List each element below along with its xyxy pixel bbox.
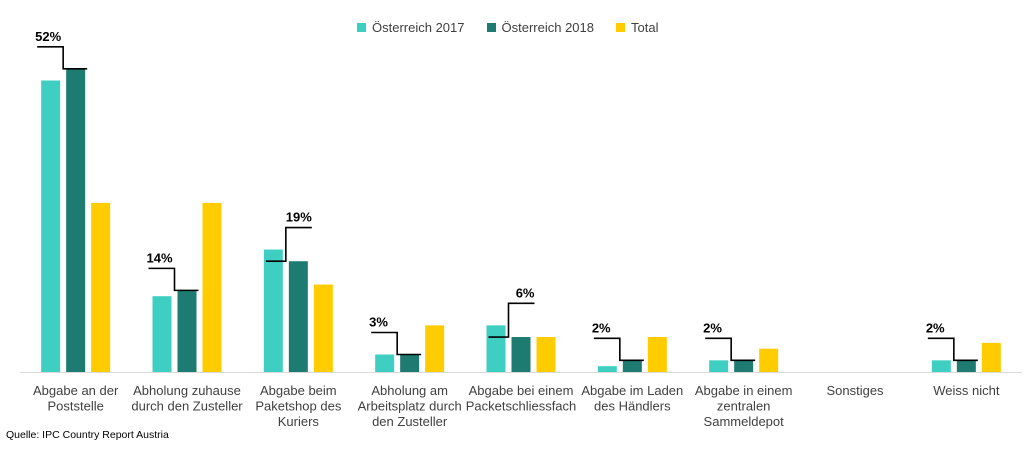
category-label-5: Abgabe im Laden des Händlers (581, 383, 683, 414)
bar-1-3 (400, 354, 420, 372)
annotation-label-1: 14% (147, 250, 173, 265)
legend-label-2018: Österreich 2018 (501, 20, 595, 35)
category-label-7: Sonstiges (826, 383, 884, 398)
annotation-connector-1 (148, 267, 199, 292)
bar-2-6 (759, 348, 779, 372)
category-label-2: Abgabe beim Paketshop des Kuriers (255, 383, 342, 429)
legend: Österreich 2017 Österreich 2018 Total (357, 20, 658, 35)
category-label-3: Abholung am Arbeitsplatz durch den Zustell… (358, 383, 462, 429)
bar-2-0 (91, 202, 111, 372)
category-label-8: Weiss nicht (933, 383, 1000, 398)
annotation-connector-7 (927, 337, 978, 362)
annotation-label-3: 3% (369, 315, 388, 330)
bar-2-2 (313, 284, 333, 372)
bar-2-4 (536, 337, 556, 372)
annotation-label-6: 2% (703, 320, 722, 335)
legend-label-total: Total (631, 20, 659, 35)
bar-2-3 (425, 325, 445, 372)
bar-1-2 (288, 261, 308, 372)
bar-0-3 (375, 354, 395, 372)
annotation-label-0: 52% (35, 29, 61, 44)
bar-2-8 (981, 342, 1001, 372)
annotation-label-4: 6% (516, 285, 535, 300)
bar-2-1 (202, 202, 222, 372)
bar-0-2 (263, 249, 283, 372)
legend-item-2018: Österreich 2018 (486, 20, 595, 35)
source-note: Quelle: IPC Country Report Austria (6, 429, 169, 441)
bar-1-8 (956, 360, 976, 372)
annotation-connector-0 (37, 46, 88, 70)
category-label-4: Abgabe bei einem Packetschliessfach (466, 383, 577, 414)
bar-0-1 (152, 296, 172, 372)
bar-0-0 (41, 80, 61, 372)
bar-1-6 (734, 360, 754, 372)
bar-0-8 (931, 360, 951, 372)
bar-1-4 (511, 337, 531, 372)
annotation-label-2: 19% (286, 210, 312, 225)
annotation-connector-4 (488, 302, 535, 338)
category-label-0: Abgabe an der Poststelle (33, 383, 119, 414)
bar-1-5 (622, 360, 642, 372)
annotation-connector-3 (371, 331, 422, 356)
bar-0-4 (486, 325, 506, 372)
bar-0-6 (709, 360, 729, 372)
bar-2-5 (647, 337, 667, 372)
legend-item-total: Total (616, 20, 658, 35)
annotation-label-7: 2% (926, 320, 945, 335)
legend-swatch-2017 (357, 23, 366, 32)
annotation-connector-5 (593, 337, 644, 362)
legend-swatch-total (616, 23, 625, 32)
annotation-connector-6 (705, 337, 756, 362)
legend-swatch-2018 (486, 23, 496, 32)
annotation-label-5: 2% (592, 320, 611, 335)
category-label-6: Abgabe in einem zentralen Sammeldepot (695, 383, 793, 429)
annotation-connector-2 (265, 226, 312, 263)
legend-label-2017: Österreich 2017 (372, 20, 465, 35)
category-label-1: Abholung zuhause durch den Zusteller (131, 383, 243, 414)
bar-0-5 (597, 366, 617, 372)
bar-1-0 (66, 68, 86, 372)
bar-1-1 (177, 290, 197, 372)
legend-item-2017: Österreich 2017 (357, 20, 465, 35)
